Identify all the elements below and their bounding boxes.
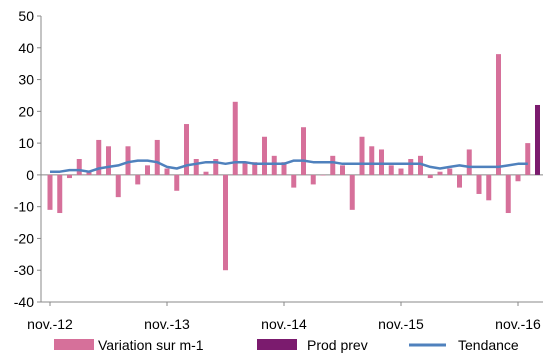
bar-variation — [301, 127, 306, 175]
trend — [50, 159, 528, 173]
x-tick-label: nov.-14 — [261, 316, 307, 332]
bar-variation — [486, 174, 492, 201]
bar-variation — [281, 162, 287, 175]
bar-variation — [515, 174, 521, 182]
bar-variation — [505, 174, 511, 214]
bar-prod-prev — [535, 104, 540, 175]
legend-label-prod-prev: Prod prev — [307, 337, 368, 353]
bar-variation — [135, 174, 141, 185]
trend-line — [50, 159, 528, 173]
bar-variation — [379, 149, 384, 175]
y-tick-label: -30 — [14, 262, 34, 278]
y-tick-label: -10 — [14, 199, 34, 215]
x-tick-label: nov.-16 — [495, 316, 541, 332]
bar-variation — [145, 165, 150, 175]
bar-variation — [193, 159, 199, 175]
y-tick-label: 40 — [18, 40, 34, 56]
bar-variation — [174, 174, 180, 191]
bar-variation — [457, 174, 462, 188]
bar-variation — [291, 174, 297, 188]
bar-variation — [262, 136, 267, 175]
bar-variation — [106, 146, 111, 175]
bar-variation — [476, 174, 482, 194]
bar-variation — [96, 139, 102, 175]
x-tick-label: nov.-15 — [378, 316, 424, 332]
ticks: -40 -30 -20 -10 0 10 20 30 40 50 nov.-12 nov.-13 nov… — [14, 8, 541, 332]
bar-variation — [525, 143, 531, 175]
bar-variation — [57, 174, 63, 214]
bar-variation — [310, 174, 316, 185]
bar-variation — [398, 168, 404, 175]
bar-variation — [496, 54, 501, 175]
bar-variation — [427, 174, 433, 179]
bars — [47, 54, 540, 271]
bar-variation — [76, 159, 82, 175]
bar-variation — [67, 174, 72, 179]
bar-variation — [466, 149, 472, 175]
y-tick-label: -40 — [14, 294, 34, 310]
bar-variation — [437, 171, 443, 175]
y-tick-label: -20 — [14, 230, 34, 246]
legend: Variation sur m-1 Prod prev Tendance — [54, 337, 519, 353]
y-tick-label: 10 — [18, 135, 34, 151]
y-tick-label: 20 — [18, 103, 34, 119]
bar-variation — [359, 136, 365, 175]
bar-variation — [418, 155, 423, 175]
bar-variation — [47, 174, 53, 210]
legend-label-tendance: Tendance — [458, 337, 519, 353]
legend-swatch-prod-prev — [257, 339, 297, 350]
bar-variation — [164, 168, 170, 175]
bar-variation — [252, 162, 258, 175]
bar-variation — [369, 146, 375, 175]
bar-variation — [115, 174, 121, 198]
bar-variation — [125, 146, 131, 175]
bar-variation — [213, 159, 219, 175]
bar-variation — [203, 171, 209, 175]
y-tick-label: 30 — [18, 72, 34, 88]
y-tick-label: 50 — [18, 8, 34, 24]
bar-variation — [242, 162, 248, 175]
y-tick-label: 0 — [26, 167, 34, 183]
bar-variation — [154, 139, 160, 175]
bar-variation — [349, 174, 355, 210]
legend-label-variation: Variation sur m-1 — [98, 337, 204, 353]
bar-variation — [320, 174, 326, 176]
legend-swatch-variation — [54, 339, 94, 350]
x-tick-label: nov.-12 — [27, 316, 73, 332]
bar-variation — [232, 101, 238, 175]
bar-variation — [408, 159, 414, 175]
bar-variation — [86, 171, 92, 175]
bar-variation — [271, 155, 277, 175]
bar-variation — [388, 165, 394, 175]
x-tick-label: nov.-13 — [144, 316, 190, 332]
bar-variation — [330, 155, 336, 175]
bar-variation — [223, 174, 228, 271]
bar-variation — [184, 124, 189, 175]
bar-variation — [340, 165, 345, 175]
bar-variation — [447, 168, 453, 175]
